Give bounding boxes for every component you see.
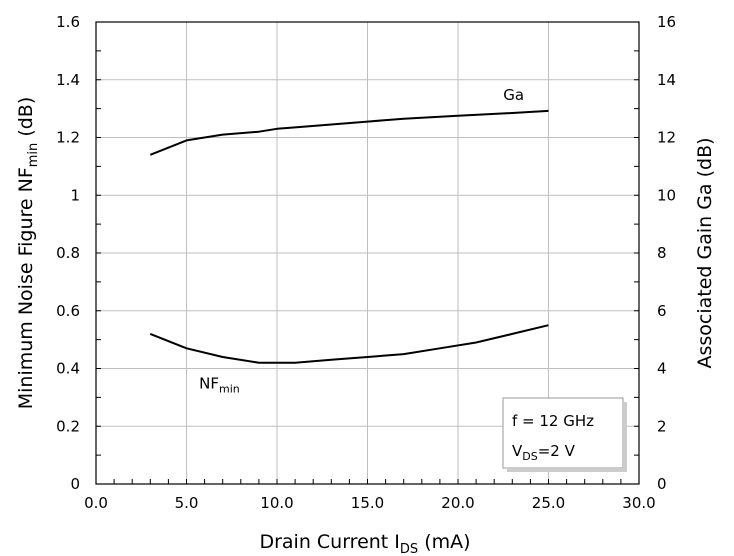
series-lines [149,109,549,364]
series-line-nfmin [149,324,549,364]
plot-frame [95,21,640,485]
condition-vds-tail: =2 V [538,442,576,460]
x-tick-label: 15.0 [351,494,384,512]
x-tick-label: 25.0 [532,494,565,512]
y-left-axis-title-tail: (dB) [15,97,37,143]
condition-vds-sub: DS [522,450,537,463]
x-axis-title: Drain Current IDS (mA) [259,531,470,556]
y-right-tick-label: 12 [657,129,676,147]
x-tick-label: 0.0 [84,494,108,512]
condition-box-shadow-right [623,402,627,472]
y-left-axis-title-main: Minimum Noise Figure NF [15,167,37,409]
series-label-nfmin-sub: min [219,383,240,396]
y-left-tick-label: 0.8 [56,244,80,262]
series-label-nfmin: NFmin [199,375,240,396]
x-tick-label: 5.0 [175,494,199,512]
y-right-tick-labels: 0 2 4 6 8 10 12 14 16 [657,13,676,493]
y-right-tick-label: 14 [657,71,676,89]
x-tick-label: 20.0 [441,494,474,512]
y-left-tick-label: 0.2 [56,417,80,435]
y-right-tick-label: 6 [657,302,667,320]
x-axis-title-main: Drain Current I [259,531,399,553]
y-right-tick-label: 10 [657,186,676,204]
condition-box-shadow-bottom [507,468,627,472]
condition-frequency: f = 12 GHz [512,412,594,430]
series-label-ga: Ga [503,86,524,104]
y-left-axis-title: Minimum Noise Figure NFmin (dB) [15,97,41,410]
y-right-tick-label: 2 [657,417,667,435]
x-axis-title-sub: DS [400,542,418,556]
condition-box-frame [502,397,624,469]
y-right-axis-title: Associated Gain Ga (dB) [694,137,716,368]
y-right-tick-label: 0 [657,475,667,493]
y-right-tick-label: 16 [657,13,676,31]
x-axis-title-tail: (mA) [418,531,470,553]
x-tick-labels: 0.0 5.0 10.0 15.0 20.0 25.0 30.0 [84,494,656,512]
y-right-tick-label: 4 [657,360,667,378]
x-tick-label: 30.0 [622,494,655,512]
condition-vds: VDS=2 V [512,442,576,463]
y-right-tick-label: 8 [657,244,667,262]
y-left-tick-labels: 0 0.2 0.4 0.6 0.8 1 1.2 1.4 1.6 [56,13,80,493]
y-left-tick-label: 1 [70,186,80,204]
series-line-ga [149,109,549,156]
y-left-tick-label: 0 [70,475,80,493]
y-left-tick-label: 0.6 [56,302,80,320]
y-left-tick-label: 1.2 [56,129,80,147]
condition-vds-main: V [512,442,523,460]
series-label-nfmin-main: NF [199,375,219,393]
x-tick-label: 10.0 [260,494,293,512]
y-left-tick-label: 1.6 [56,13,80,31]
condition-box: f = 12 GHz VDS=2 V [502,397,627,472]
y-left-tick-label: 1.4 [56,71,80,89]
y-left-axis-title-sub: min [26,143,41,168]
y-left-tick-label: 0.4 [56,360,80,378]
grid-lines [96,22,639,484]
